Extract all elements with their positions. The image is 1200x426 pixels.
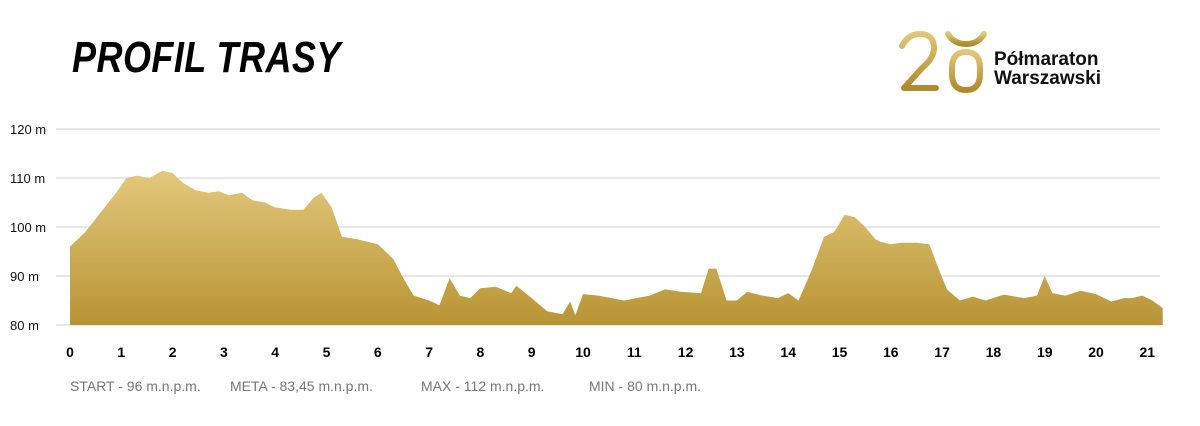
x-tick-label: 20 bbox=[1088, 344, 1104, 360]
x-tick-label: 15 bbox=[832, 344, 848, 360]
y-tick-label: 110 m bbox=[10, 171, 45, 186]
elevation-area bbox=[70, 170, 1163, 325]
x-tick-label: 7 bbox=[425, 344, 433, 360]
stat-start: START - 96 m.n.p.m. bbox=[70, 378, 201, 394]
stat-max: MAX - 112 m.n.p.m. bbox=[421, 378, 545, 394]
x-tick-label: 14 bbox=[780, 344, 796, 360]
stat-meta: META - 83,45 m.n.p.m. bbox=[230, 378, 373, 394]
x-tick-label: 21 bbox=[1140, 344, 1156, 360]
x-tick-label: 2 bbox=[169, 344, 177, 360]
y-tick-label: 120 m bbox=[10, 122, 46, 137]
x-tick-label: 0 bbox=[66, 344, 74, 360]
x-tick-label: 6 bbox=[374, 344, 382, 360]
stat-min: MIN - 80 m.n.p.m. bbox=[589, 378, 702, 394]
page-title: PROFIL TRASY bbox=[72, 33, 341, 82]
logo: Półmaraton Warszawski bbox=[896, 28, 1136, 96]
x-tick-label: 3 bbox=[220, 344, 228, 360]
x-tick-label: 16 bbox=[883, 344, 899, 360]
logo-line2: Warszawski bbox=[994, 68, 1102, 89]
y-tick-label: 80 m bbox=[10, 318, 39, 333]
x-tick-label: 1 bbox=[117, 344, 125, 360]
x-tick-label: 17 bbox=[934, 344, 950, 360]
y-tick-label: 90 m bbox=[10, 269, 39, 284]
x-tick-label: 19 bbox=[1037, 344, 1053, 360]
y-tick-label: 100 m bbox=[10, 220, 46, 235]
x-tick-label: 8 bbox=[477, 344, 485, 360]
stats-row: START - 96 m.n.p.m. META - 83,45 m.n.p.m… bbox=[0, 378, 1200, 398]
x-tick-label: 11 bbox=[627, 344, 642, 360]
x-tick-label: 12 bbox=[678, 344, 694, 360]
x-tick-label: 13 bbox=[729, 344, 745, 360]
x-tick-label: 18 bbox=[986, 344, 1002, 360]
x-tick-label: 5 bbox=[323, 344, 331, 360]
x-tick-label: 10 bbox=[575, 344, 591, 360]
x-tick-label: 9 bbox=[528, 344, 536, 360]
logo-line1: Półmaraton bbox=[994, 49, 1099, 70]
x-tick-label: 4 bbox=[271, 344, 279, 360]
logo-mark-icon bbox=[899, 31, 987, 94]
